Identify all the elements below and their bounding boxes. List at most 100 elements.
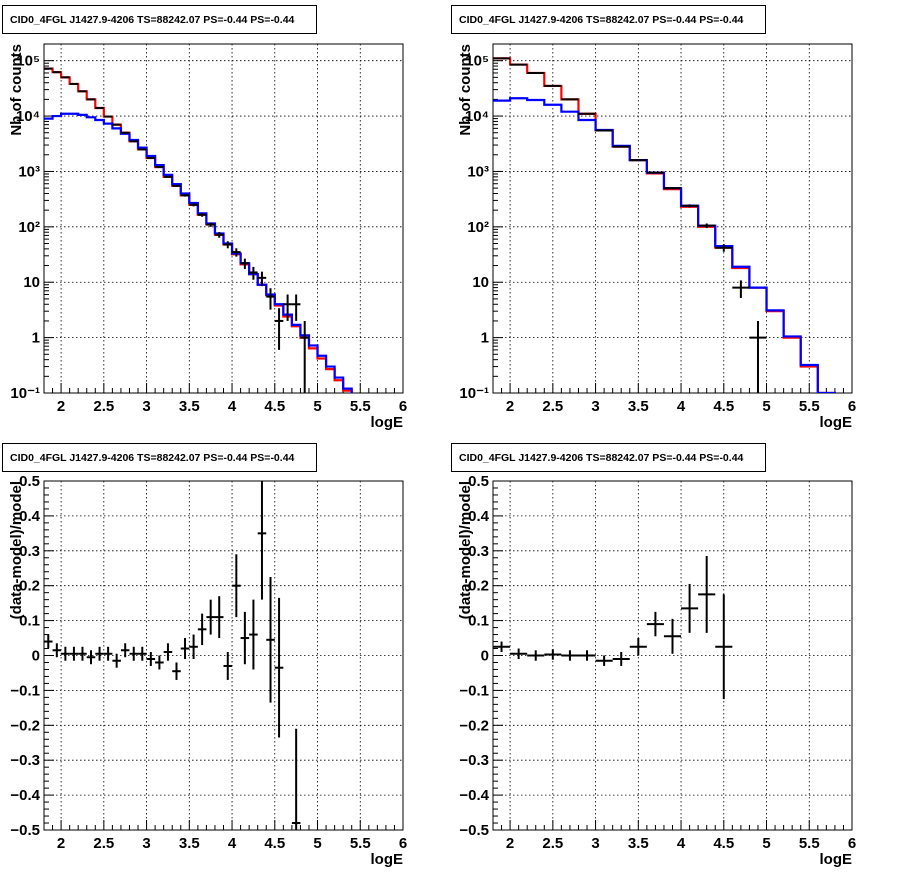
y-tick-label: 0 xyxy=(32,648,40,665)
y-axis-title: Nb of counts xyxy=(457,44,474,136)
x-tick-label: 3 xyxy=(142,835,150,852)
panel-title-box: CID0_4FGL J1427.9-4206 TS=88242.07 PS=-0… xyxy=(451,5,766,34)
y-tick-label: −0.5 xyxy=(10,822,40,839)
grid-lines xyxy=(44,481,403,830)
x-tick-label: 5.5 xyxy=(350,835,371,852)
y-tick-label: 10² xyxy=(467,219,489,236)
x-tick-label: 4 xyxy=(228,835,237,852)
x-axis-title: logE xyxy=(820,414,853,431)
y-tick-label: 10⁵ xyxy=(16,53,40,70)
x-axis-title: logE xyxy=(371,851,404,868)
y-tick-label: 10⁵ xyxy=(465,53,489,70)
x-tick-label: 3 xyxy=(591,835,599,852)
y-tick-label: −0.4 xyxy=(459,787,489,804)
x-tick-label: 2 xyxy=(506,398,514,415)
chart-panel-2: CID0_4FGL J1427.9-4206 TS=88242.07 PS=-0… xyxy=(451,5,856,431)
x-axis-ticks xyxy=(43,383,404,393)
title-frame xyxy=(451,443,766,472)
x-tick-label: 5 xyxy=(313,398,321,415)
x-axis-title: logE xyxy=(371,414,404,431)
x-tick-label: 2.5 xyxy=(542,835,563,852)
y-tick-label: −0.5 xyxy=(459,822,489,839)
y-axis-title: (data-model)/model xyxy=(457,481,474,619)
chart-panel-3: CID0_4FGL J1427.9-4206 TS=88242.07 PS=-0… xyxy=(2,443,407,868)
histogram-series-1 xyxy=(493,57,837,393)
panel-title-box: CID0_4FGL J1427.9-4206 TS=88242.07 PS=-0… xyxy=(451,443,766,472)
x-tick-label: 4.5 xyxy=(713,398,734,415)
grid-lines xyxy=(493,44,852,393)
y-tick-label: 10³ xyxy=(18,163,40,180)
y-tick-label: 0.5 xyxy=(19,473,40,490)
grid-lines xyxy=(44,44,403,393)
y-tick-label: −0.4 xyxy=(10,787,40,804)
x-tick-label: 3 xyxy=(591,398,599,415)
x-tick-label: 4 xyxy=(228,398,237,415)
y-tick-label: 0.3 xyxy=(19,543,40,560)
x-tick-label: 5 xyxy=(762,835,770,852)
histogram-series-2 xyxy=(493,97,837,393)
title-frame xyxy=(2,443,317,472)
y-tick-label: 0.1 xyxy=(19,613,40,630)
x-tick-label: 5.5 xyxy=(799,398,820,415)
data-points xyxy=(493,556,733,700)
data-points xyxy=(44,67,309,393)
grid-lines xyxy=(493,481,852,830)
y-tick-label: 10² xyxy=(18,219,40,236)
data-layer xyxy=(493,556,733,700)
y-tick-label: −0.2 xyxy=(10,717,40,734)
y-tick-label: 10³ xyxy=(467,163,489,180)
x-tick-label: 5.5 xyxy=(350,398,371,415)
x-tick-label: 6 xyxy=(848,398,856,415)
x-tick-label: 5 xyxy=(762,398,770,415)
x-tick-label: 4.5 xyxy=(713,835,734,852)
x-tick-label: 2.5 xyxy=(93,835,114,852)
y-tick-label: 1 xyxy=(481,330,489,347)
y-tick-label: 1 xyxy=(32,330,40,347)
x-tick-label: 2 xyxy=(57,398,65,415)
panel-title-box: CID0_4FGL J1427.9-4206 TS=88242.07 PS=-0… xyxy=(2,443,317,472)
y-axis-title: Nb of counts xyxy=(8,44,25,136)
x-tick-label: 2 xyxy=(57,835,65,852)
x-tick-label: 4 xyxy=(677,835,686,852)
y-tick-label: 10 xyxy=(472,274,489,291)
y-tick-label: 10⁻¹ xyxy=(10,385,40,402)
x-tick-label: 6 xyxy=(848,835,856,852)
plot-frame xyxy=(43,43,404,394)
x-tick-label: 4.5 xyxy=(264,835,285,852)
y-axis-ticks xyxy=(493,43,503,394)
data-layer xyxy=(44,481,301,830)
data-points xyxy=(44,481,301,830)
x-tick-label: 3.5 xyxy=(179,398,200,415)
y-tick-label: 0.5 xyxy=(468,473,489,490)
y-tick-label: 10⁴ xyxy=(16,108,40,125)
y-tick-label: 0.1 xyxy=(468,613,489,630)
y-tick-label: −0.3 xyxy=(10,752,40,769)
y-tick-label: −0.1 xyxy=(459,682,489,699)
x-axis-title: logE xyxy=(820,851,853,868)
x-tick-label: 5.5 xyxy=(799,835,820,852)
y-tick-label: −0.3 xyxy=(459,752,489,769)
data-layer xyxy=(44,67,353,393)
y-axis-ticks xyxy=(44,480,54,831)
plot-frame xyxy=(492,43,853,394)
x-tick-label: 6 xyxy=(399,398,407,415)
chart-panel-4: CID0_4FGL J1427.9-4206 TS=88242.07 PS=-0… xyxy=(451,443,856,868)
y-tick-label: 10⁻¹ xyxy=(459,385,489,402)
y-axis-ticks xyxy=(493,480,503,831)
y-tick-label: −0.1 xyxy=(10,682,40,699)
title-frame xyxy=(451,5,766,34)
x-tick-label: 2.5 xyxy=(93,398,114,415)
y-tick-label: 0.4 xyxy=(19,508,41,525)
y-tick-label: 0.2 xyxy=(468,578,489,595)
x-axis-ticks xyxy=(492,383,853,393)
x-tick-label: 3 xyxy=(142,398,150,415)
data-layer xyxy=(493,57,837,393)
y-tick-label: 0 xyxy=(481,648,489,665)
y-tick-label: 10⁴ xyxy=(465,108,489,125)
y-tick-label: 10 xyxy=(23,274,40,291)
y-axis-title: (data-model)/model xyxy=(8,481,25,619)
histogram-series-2 xyxy=(44,112,353,393)
x-axis-ticks xyxy=(492,820,853,830)
x-tick-label: 5 xyxy=(313,835,321,852)
